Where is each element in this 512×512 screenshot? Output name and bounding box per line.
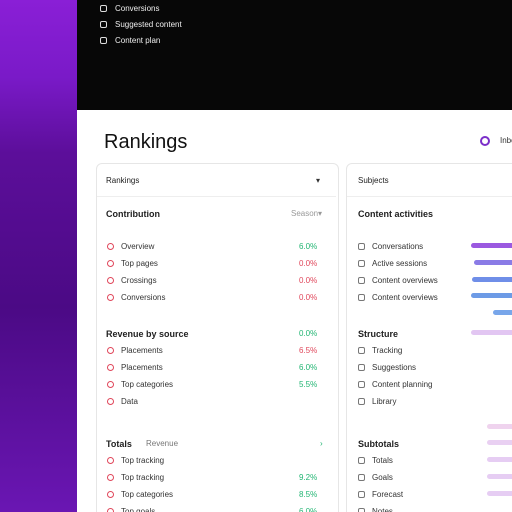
row-icon [107, 398, 114, 405]
row-label[interactable]: Overview [121, 242, 155, 251]
row-icon [107, 508, 114, 512]
row-value: 0.0% [299, 259, 318, 268]
row-value: 0.0% [299, 293, 318, 302]
row-icon [107, 294, 114, 301]
row-label[interactable]: Forecast [372, 490, 404, 499]
row-label[interactable]: Top tracking [121, 473, 165, 482]
menu-item[interactable]: Content plan [115, 36, 161, 45]
row-icon [107, 381, 114, 388]
row-icon [107, 243, 114, 250]
row-value: 6.0% [299, 507, 318, 512]
bar [471, 293, 512, 298]
bar [487, 491, 512, 496]
row-label[interactable]: Active sessions [372, 259, 428, 268]
row-value: 8.5% [299, 490, 318, 499]
row-label[interactable]: Content planning [372, 380, 433, 389]
section-aside: 0.0% [299, 329, 318, 338]
row-icon [358, 508, 365, 512]
row-label[interactable]: Goals [372, 473, 393, 482]
row-label[interactable]: Content overviews [372, 293, 438, 302]
bar [487, 424, 512, 429]
row-icon [358, 260, 365, 267]
row-label[interactable]: Top tracking [121, 456, 165, 465]
page-title: Rankings [104, 131, 188, 153]
row-icon [107, 457, 114, 464]
row-label[interactable]: Content overviews [372, 276, 438, 285]
left-card [96, 163, 339, 512]
row-icon [107, 364, 114, 371]
bar [471, 243, 512, 248]
card-title[interactable]: Rankings [106, 176, 140, 185]
row-icon [107, 474, 114, 481]
divider [347, 196, 512, 197]
row-value: 5.5% [299, 380, 318, 389]
bar [487, 474, 512, 479]
card-title: Subjects [358, 176, 389, 185]
row-label[interactable]: Library [372, 397, 397, 406]
row-value: 6.0% [299, 242, 318, 251]
row-label[interactable]: Notes [372, 507, 393, 512]
bar [487, 457, 512, 462]
section-title: Structure [358, 329, 399, 339]
row-value: 6.0% [299, 363, 318, 372]
row-icon [107, 491, 114, 498]
action-label[interactable]: Inbo [500, 136, 512, 145]
row-icon [358, 398, 365, 405]
action-icon[interactable] [480, 136, 490, 146]
sidebar [0, 0, 77, 512]
section-title: Subtotals [358, 439, 400, 449]
row-icon [358, 457, 365, 464]
row-label[interactable]: Totals [372, 456, 393, 465]
row-label[interactable]: Top categories [121, 380, 174, 389]
row-icon [107, 277, 114, 284]
section-aside: Season [291, 209, 319, 218]
bar [487, 440, 512, 445]
row-icon [358, 243, 365, 250]
menu-item[interactable]: Conversions [115, 4, 160, 13]
row-icon [358, 381, 365, 388]
row-label[interactable]: Placements [121, 346, 163, 355]
row-label[interactable]: Suggestions [372, 363, 417, 372]
menu-item[interactable]: Suggested content [115, 20, 182, 29]
row-label[interactable]: Placements [121, 363, 163, 372]
row-icon [107, 260, 114, 267]
row-value: 6.5% [299, 346, 318, 355]
row-label[interactable]: Top categories [121, 490, 174, 499]
right-card [346, 163, 512, 512]
chevron[interactable]: › [320, 439, 323, 448]
section-title: Totals [106, 439, 132, 449]
bar [472, 277, 512, 282]
row-icon [358, 364, 365, 371]
row-value: 9.2% [299, 473, 318, 482]
chevron[interactable]: ▾ [318, 209, 323, 218]
section-aside: Revenue [146, 439, 179, 448]
menu-icon[interactable] [100, 37, 107, 44]
section-title: Contribution [106, 209, 160, 219]
divider [97, 196, 336, 197]
bar [471, 330, 512, 335]
chevron[interactable]: ▾ [316, 176, 321, 185]
row-label[interactable]: Conversations [372, 242, 424, 251]
row-icon [358, 347, 365, 354]
row-icon [358, 474, 365, 481]
section-title: Revenue by source [106, 329, 189, 339]
menu-icon[interactable] [100, 5, 107, 12]
row-icon [107, 347, 114, 354]
menu-icon[interactable] [100, 21, 107, 28]
row-label[interactable]: Top goals [121, 507, 156, 512]
row-icon [358, 294, 365, 301]
row-label[interactable]: Crossings [121, 276, 157, 285]
row-label[interactable]: Tracking [372, 346, 403, 355]
row-label[interactable]: Top pages [121, 259, 158, 268]
top-panel [77, 0, 512, 110]
row-label[interactable]: Conversions [121, 293, 166, 302]
row-icon [358, 491, 365, 498]
row-value: 0.0% [299, 276, 318, 285]
bar [474, 260, 512, 265]
bar [493, 310, 512, 315]
row-icon [358, 277, 365, 284]
section-title: Content activities [358, 209, 434, 219]
row-label[interactable]: Data [121, 397, 138, 406]
